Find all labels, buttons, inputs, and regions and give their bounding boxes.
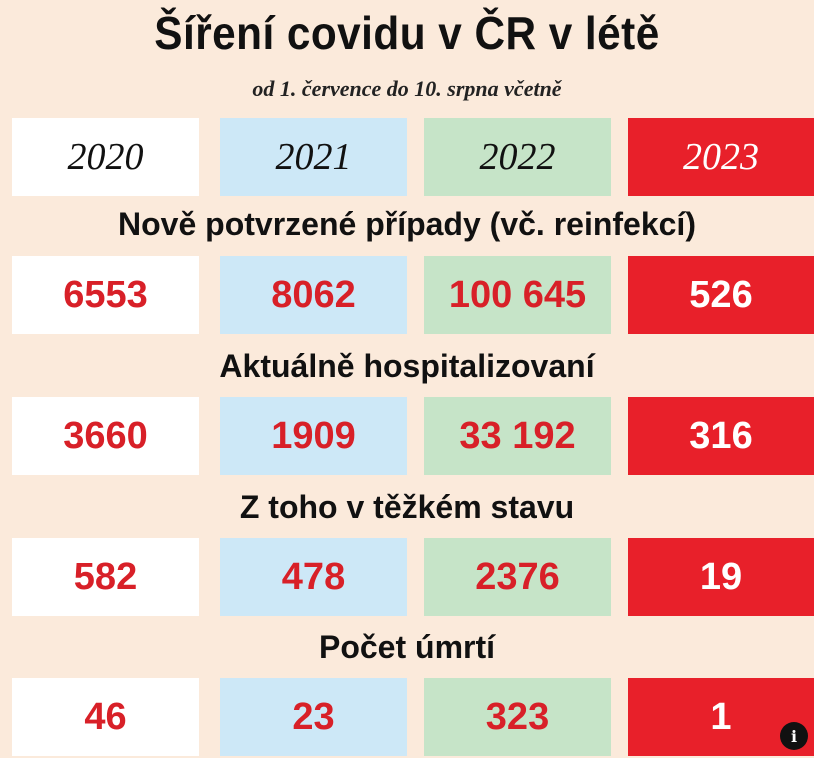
value-hospitalized-2021: 1909 (220, 397, 407, 475)
value-new-cases-2020: 6553 (12, 256, 199, 334)
year-header-2021: 2021 (220, 118, 407, 196)
value-severe-2022: 2376 (424, 538, 611, 616)
value-new-cases-2023: 526 (628, 256, 814, 334)
value-deaths-2020: 46 (12, 678, 199, 756)
value-severe-2021: 478 (220, 538, 407, 616)
section-label-hospitalized: Aktuálně hospitalizovaní (219, 348, 595, 384)
year-header-2022: 2022 (424, 118, 611, 196)
page-title: Šíření covidu v ČR v létě (154, 7, 660, 59)
value-severe-2023: 19 (628, 538, 814, 616)
value-deaths-2022: 323 (424, 678, 611, 756)
info-icon[interactable]: i (780, 722, 808, 750)
section-label-severe: Z toho v těžkém stavu (239, 489, 575, 525)
year-header-2023: 2023 (628, 118, 814, 196)
year-header-2020: 2020 (12, 118, 199, 196)
section-label-deaths: Počet úmrtí (318, 629, 496, 665)
value-severe-2020: 582 (12, 538, 199, 616)
value-deaths-2023: 1 (628, 678, 814, 756)
value-hospitalized-2020: 3660 (12, 397, 199, 475)
value-deaths-2021: 23 (220, 678, 407, 756)
page-subtitle: od 1. července do 10. srpna včetně (252, 76, 562, 101)
value-new-cases-2022: 100 645 (424, 256, 611, 334)
value-hospitalized-2023: 316 (628, 397, 814, 475)
section-label-new-cases: Nově potvrzené případy (vč. reinfekcí) (118, 206, 696, 242)
value-hospitalized-2022: 33 192 (424, 397, 611, 475)
value-new-cases-2021: 8062 (220, 256, 407, 334)
